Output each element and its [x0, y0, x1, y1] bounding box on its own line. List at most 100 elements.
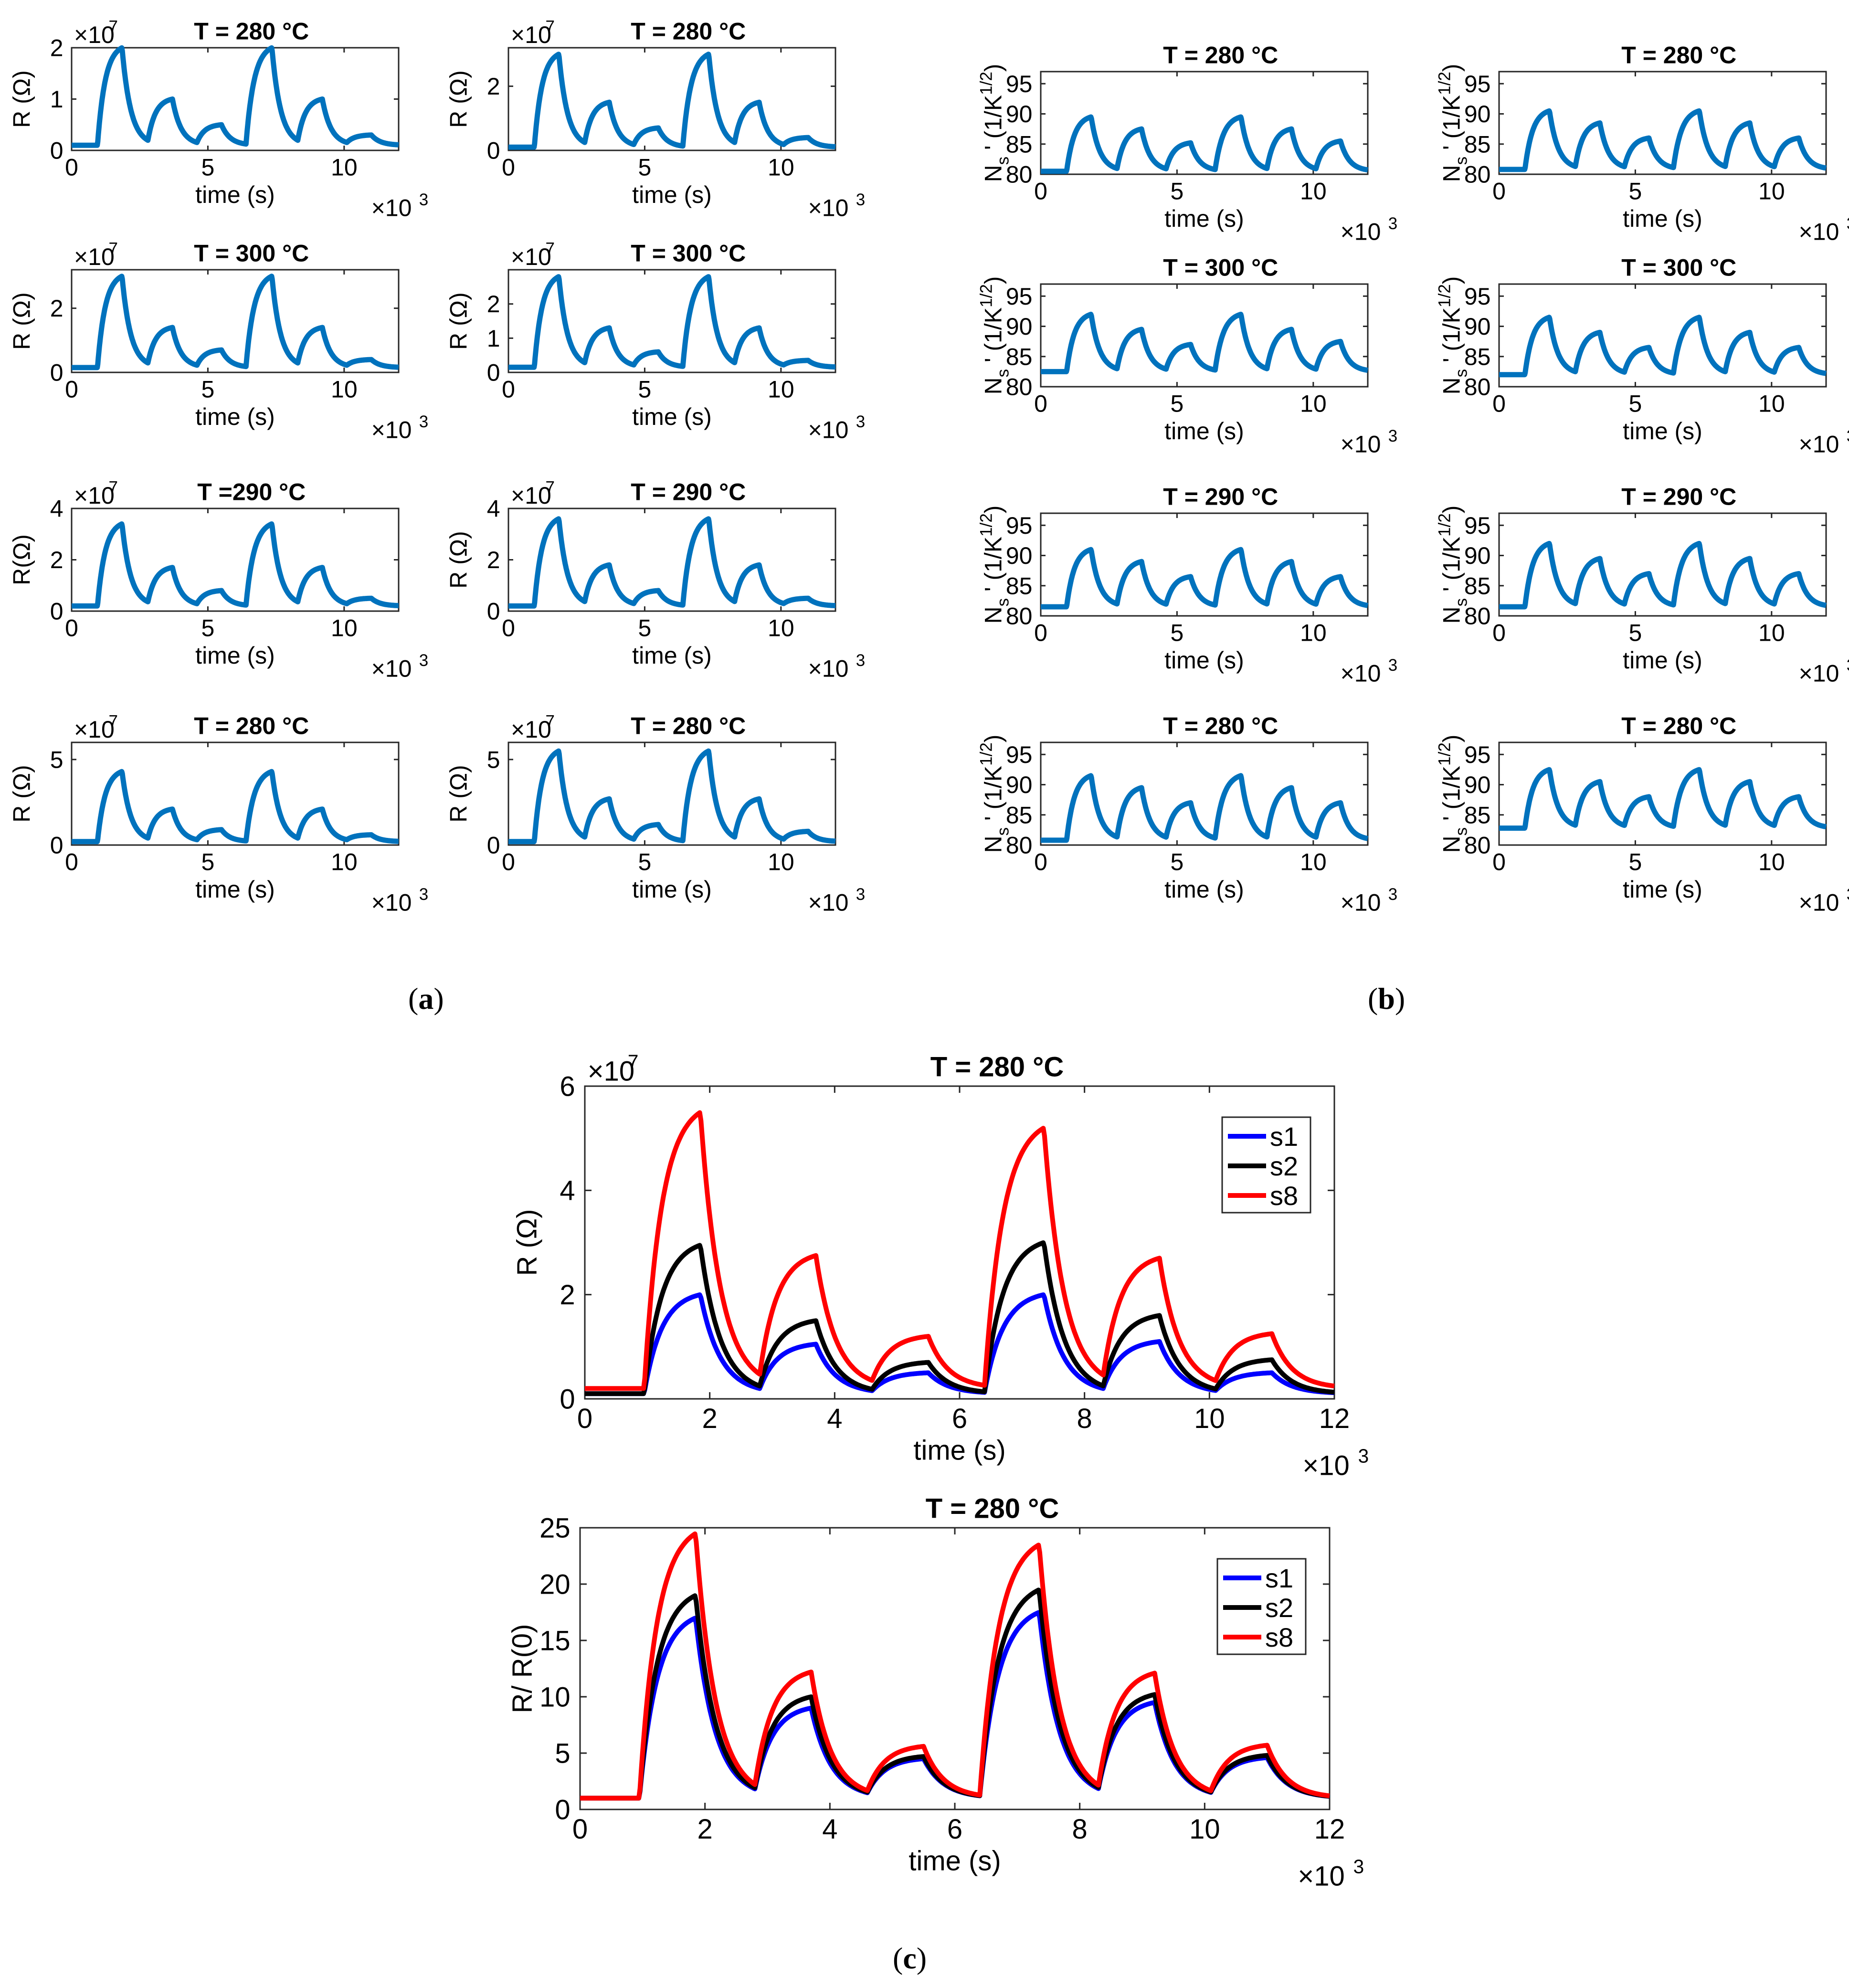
y-tick-label: 90 — [1464, 772, 1491, 798]
chart-b2: 0 5 10 80 85 90 95 T = 280 °C time (s) ×10 3 Ns ' (… — [1436, 42, 1849, 245]
x-axis-label: time (s) — [632, 876, 712, 903]
y-tick-label: 0 — [50, 832, 63, 859]
chart-title: T = 280 °C — [631, 18, 746, 45]
x-tick-label: 12 — [1319, 1403, 1350, 1434]
chart-title: T = 300 °C — [1163, 254, 1278, 281]
legend-label-s2: s2 — [1265, 1593, 1293, 1623]
x-axis-label: time (s) — [195, 403, 275, 430]
x-tick-label: 0 — [502, 615, 515, 642]
y-tick-label: 95 — [1464, 512, 1491, 539]
x-exponent-sup: 3 — [856, 651, 865, 670]
y-tick-label: 85 — [1006, 343, 1033, 370]
x-exponent-label: ×10 — [371, 656, 412, 682]
y-tick-label: 80 — [1006, 603, 1033, 630]
x-exponent-sup: 3 — [1353, 1855, 1364, 1877]
y-exponent-sup: 7 — [546, 18, 555, 36]
plot-frame — [1498, 741, 1827, 846]
x-tick-label: 10 — [1300, 178, 1327, 205]
x-exponent-sup: 3 — [1388, 214, 1397, 233]
x-exponent-label: ×10 — [371, 417, 412, 444]
y-axis-label: R (Ω) — [445, 292, 472, 350]
y-axis-label: Ns ' (1/K1/2) — [1436, 506, 1471, 624]
y-tick-label: 80 — [1464, 374, 1491, 401]
data-line — [69, 521, 401, 609]
x-tick-label: 6 — [952, 1403, 967, 1434]
y-tick-label: 0 — [487, 598, 500, 625]
x-tick-label: 4 — [827, 1403, 842, 1434]
x-tick-label: 0 — [502, 154, 515, 181]
y-tick-label: 80 — [1464, 161, 1491, 188]
chart-title: T = 290 °C — [1621, 484, 1736, 510]
x-exponent-label: ×10 — [808, 195, 849, 222]
legend-label-s2: s2 — [1270, 1151, 1298, 1181]
chart-b4: 0 5 10 80 85 90 95 T = 300 °C time (s) ×10 3 Ns ' (… — [1436, 254, 1849, 458]
chart-title: T =290 °C — [197, 479, 306, 506]
y-tick-label: 95 — [1464, 283, 1491, 310]
y-tick-label: 20 — [539, 1569, 571, 1600]
plot-frame — [1040, 71, 1369, 175]
y-axis-label: Ns ' (1/K1/2) — [1436, 64, 1471, 182]
x-tick-label: 5 — [1629, 178, 1642, 205]
x-exponent-sup: 3 — [419, 412, 428, 431]
y-axis-label: R (Ω) — [512, 1209, 543, 1276]
data-line — [1497, 108, 1828, 172]
y-tick-label: 1 — [50, 86, 63, 113]
y-tick-label: 95 — [1006, 741, 1033, 768]
y-exponent-label: ×10 — [511, 716, 551, 743]
x-tick-label: 10 — [1300, 849, 1327, 876]
y-axis-label: Ns ' (1/K1/2) — [977, 506, 1013, 624]
x-exponent-sup: 3 — [419, 885, 428, 904]
y-tick-label: 80 — [1006, 832, 1033, 859]
x-axis-label: time (s) — [1164, 647, 1244, 674]
x-axis-label: time (s) — [195, 876, 275, 903]
x-tick-label: 10 — [331, 154, 358, 181]
y-exponent-label: ×10 — [74, 482, 115, 509]
x-tick-label: 0 — [1492, 620, 1506, 646]
x-exponent-sup: 3 — [1847, 427, 1849, 445]
data-line — [1497, 540, 1828, 610]
chart-title: T = 300 °C — [1621, 254, 1736, 281]
x-tick-label: 5 — [1171, 620, 1184, 646]
x-exponent-label: ×10 — [1341, 889, 1381, 916]
x-tick-label: 10 — [331, 615, 358, 642]
x-axis-label: time (s) — [632, 642, 712, 669]
data-line — [1038, 547, 1370, 610]
y-axis-label: R(Ω) — [9, 534, 35, 585]
x-exponent-sup: 3 — [1847, 885, 1849, 904]
x-tick-label: 5 — [638, 615, 652, 642]
y-tick-label: 85 — [1464, 572, 1491, 599]
data-line — [69, 45, 401, 148]
x-tick-label: 12 — [1314, 1814, 1345, 1845]
y-axis-label: R/ R(0) — [507, 1624, 538, 1713]
y-exponent-sup: 7 — [546, 240, 555, 258]
y-exponent-sup: 7 — [109, 240, 118, 258]
y-exponent-sup: 7 — [546, 712, 555, 731]
y-tick-label: 0 — [487, 137, 500, 164]
x-tick-label: 0 — [502, 849, 515, 876]
chart-title: T = 280 °C — [1621, 713, 1736, 740]
x-tick-label: 10 — [768, 849, 794, 876]
x-exponent-label: ×10 — [1799, 660, 1839, 687]
y-exponent-sup: 7 — [109, 712, 118, 731]
data-line — [506, 748, 838, 845]
y-tick-label: 90 — [1006, 101, 1033, 127]
y-tick-label: 2 — [50, 295, 63, 322]
y-tick-label: 10 — [539, 1681, 571, 1713]
y-tick-label: 2 — [50, 35, 63, 62]
y-tick-label: 80 — [1464, 603, 1491, 630]
legend-label-s1: s1 — [1270, 1121, 1298, 1152]
x-axis-label: time (s) — [195, 642, 275, 669]
y-axis-label: Ns ' (1/K1/2) — [977, 735, 1013, 853]
x-tick-label: 0 — [1492, 391, 1506, 417]
y-tick-label: 5 — [487, 746, 500, 773]
data-line — [506, 274, 838, 370]
data-line — [506, 516, 838, 609]
y-tick-label: 85 — [1006, 572, 1033, 599]
x-exponent-label: ×10 — [1298, 1861, 1344, 1892]
